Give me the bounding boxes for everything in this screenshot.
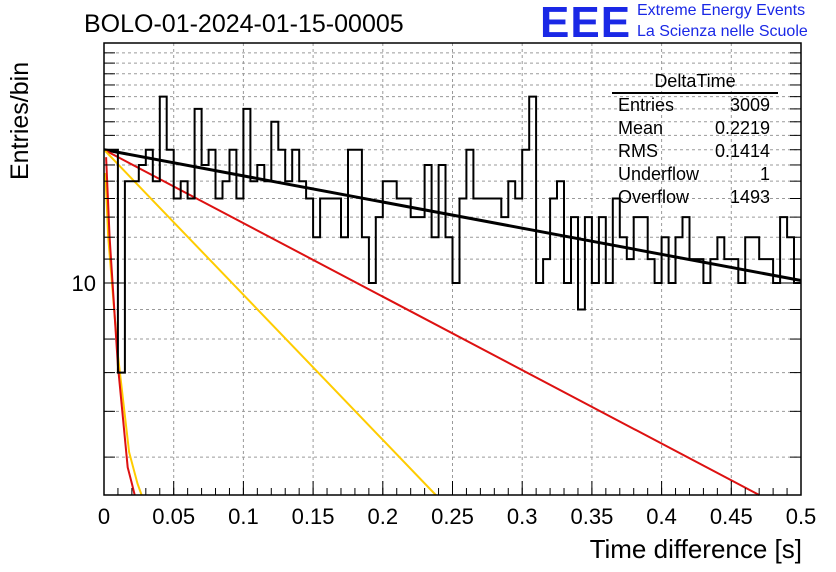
axis-tick-labels: 0 0.05 0.1 0.15 0.2 0.25 0.3 0.35 0.4 0.45 0.5 10 bbox=[72, 271, 817, 529]
stats-value: 1 bbox=[759, 164, 770, 184]
x-tick-label: 0.35 bbox=[570, 504, 613, 529]
x-tick-label: 0.45 bbox=[710, 504, 753, 529]
axis-ticks bbox=[103, 52, 802, 495]
stats-label: Mean bbox=[618, 118, 664, 138]
stats-row-entries: Entries 3009 bbox=[612, 94, 778, 117]
stats-label: RMS bbox=[618, 141, 658, 161]
stats-box: DeltaTime Entries 3009 Mean 0.2219 RMS 0… bbox=[612, 70, 778, 209]
y-axis-label: Entries/bin bbox=[6, 61, 34, 180]
y-tick-label: 10 bbox=[72, 271, 96, 296]
stats-label: Overflow bbox=[618, 187, 690, 207]
stats-row-mean: Mean 0.2219 bbox=[612, 117, 778, 140]
stats-label: Entries bbox=[618, 95, 675, 115]
x-axis-label: Time difference [s] bbox=[589, 534, 802, 564]
chart-title: BOLO-01-2024-01-15-00005 bbox=[84, 10, 404, 38]
x-tick-label: 0.3 bbox=[507, 504, 538, 529]
stats-row-rms: RMS 0.1414 bbox=[612, 140, 778, 163]
stats-value: 0.1414 bbox=[714, 141, 770, 161]
eee-logo: EEE bbox=[540, 0, 632, 47]
stats-row-overflow: Overflow 1493 bbox=[612, 186, 778, 209]
stats-row-underflow: Underflow 1 bbox=[612, 163, 778, 186]
logo-text-line2: La Scienza nelle Scuole bbox=[637, 23, 808, 40]
x-tick-label: 0.1 bbox=[228, 504, 259, 529]
stats-value: 1493 bbox=[729, 187, 770, 207]
x-tick-label: 0.15 bbox=[292, 504, 335, 529]
series-curve-0 bbox=[103, 148, 802, 282]
x-tick-label: 0 bbox=[98, 504, 110, 529]
x-tick-label: 0.4 bbox=[646, 504, 677, 529]
x-tick-label: 0.2 bbox=[368, 504, 399, 529]
series-curve-4 bbox=[105, 157, 136, 496]
fit-curves bbox=[103, 148, 802, 496]
x-tick-label: 0.5 bbox=[786, 504, 817, 529]
histogram-step-line bbox=[104, 95, 801, 374]
logo-text-line1: Extreme Energy Events bbox=[637, 2, 806, 19]
series-curve-3 bbox=[104, 172, 143, 496]
histogram bbox=[104, 95, 801, 374]
stats-label: Underflow bbox=[618, 164, 700, 184]
stats-value: 3009 bbox=[729, 95, 770, 115]
series-curve-2 bbox=[103, 149, 437, 496]
stats-value: 0.2219 bbox=[714, 118, 770, 138]
x-tick-label: 0.25 bbox=[431, 504, 474, 529]
stats-title: DeltaTime bbox=[612, 70, 778, 94]
x-tick-label: 0.05 bbox=[152, 504, 195, 529]
series-curve-1 bbox=[103, 148, 760, 496]
